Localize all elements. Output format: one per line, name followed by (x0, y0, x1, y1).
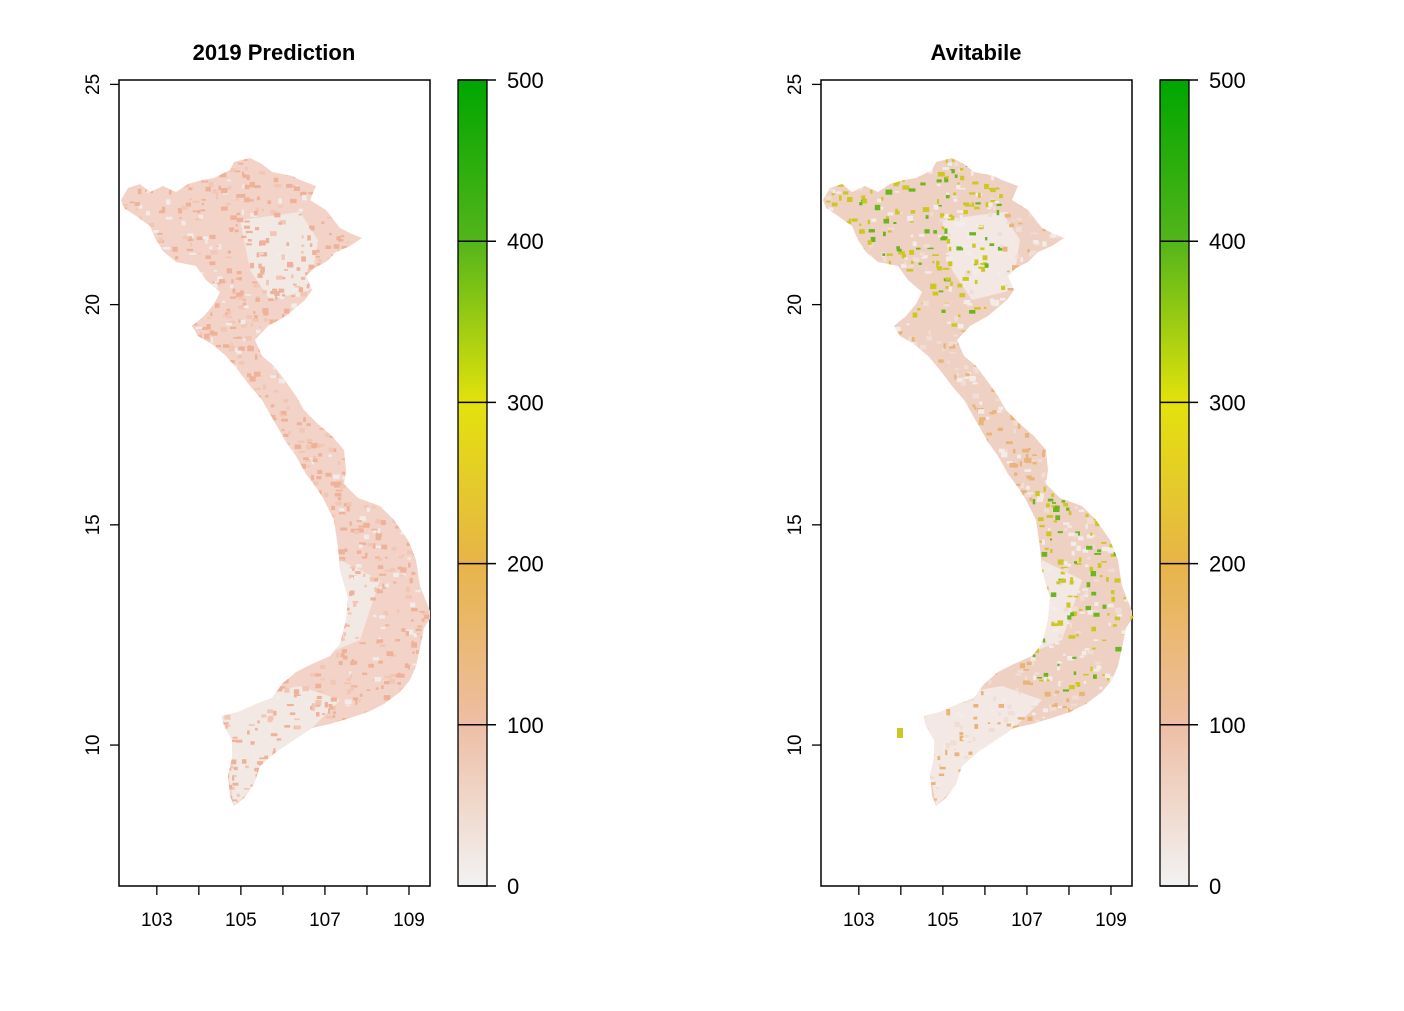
y-tick-label: 10 (785, 734, 806, 755)
map-raster (821, 80, 1139, 886)
x-tick-label: 105 (927, 910, 959, 931)
country-raster (119, 80, 437, 886)
legend-tick-label: 300 (507, 390, 544, 415)
y-tick-label: 20 (785, 294, 806, 315)
x-tick-label: 105 (225, 910, 257, 931)
legend-tick-label: 100 (507, 713, 544, 738)
panel-prediction: 2019 Prediction 103 105 107 109 10 15 20 25 0 1… (83, 40, 544, 931)
x-axis: 103 105 107 109 (843, 886, 1127, 931)
color-legend: 0 100 200 300 400 500 (458, 68, 544, 899)
panel-title: Avitabile (931, 40, 1022, 65)
legend-tick-label: 400 (1209, 229, 1246, 254)
legend-tick-label: 0 (1209, 874, 1221, 899)
map-raster (119, 80, 437, 886)
x-tick-label: 109 (393, 910, 425, 931)
legend-tick-label: 0 (507, 874, 519, 899)
legend-tick-label: 400 (507, 229, 544, 254)
x-tick-label: 107 (1011, 910, 1043, 931)
x-tick-label: 103 (843, 910, 875, 931)
y-axis: 10 15 20 25 (83, 74, 119, 756)
y-tick-label: 15 (83, 514, 104, 535)
country-raster (821, 80, 1139, 886)
y-tick-label: 25 (785, 74, 806, 95)
legend-tick-label: 200 (1209, 552, 1246, 577)
legend-tick-label: 500 (1209, 68, 1246, 93)
y-tick-label: 25 (83, 74, 104, 95)
color-legend: 0 100 200 300 400 500 (1160, 68, 1246, 899)
legend-tick-label: 500 (507, 68, 544, 93)
y-axis: 10 15 20 25 (785, 74, 821, 756)
panel-title: 2019 Prediction (193, 40, 356, 65)
x-tick-label: 103 (141, 910, 173, 931)
x-tick-label: 109 (1095, 910, 1127, 931)
legend-tick-label: 100 (1209, 713, 1246, 738)
y-tick-label: 10 (83, 734, 104, 755)
x-tick-label: 107 (309, 910, 341, 931)
y-tick-label: 15 (785, 514, 806, 535)
x-axis: 103 105 107 109 (141, 886, 425, 931)
panel-avitabile: Avitabile 103 105 107 109 10 15 20 25 0 100 200 3… (785, 40, 1246, 931)
legend-color-bar (458, 80, 487, 886)
y-tick-label: 20 (83, 294, 104, 315)
legend-tick-label: 300 (1209, 390, 1246, 415)
legend-color-bar (1160, 80, 1189, 886)
legend-tick-label: 200 (507, 552, 544, 577)
island-patch (897, 728, 903, 738)
